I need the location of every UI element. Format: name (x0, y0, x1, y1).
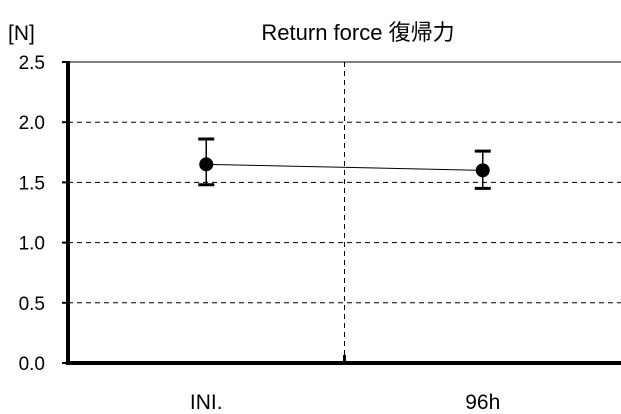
y-tick-label: 2.5 (19, 53, 45, 74)
data-point (475, 163, 490, 178)
x-category-label: 96h (465, 391, 500, 414)
data-point (199, 157, 214, 172)
series-line (206, 163, 483, 171)
chart-title: Return force 復帰力 (261, 20, 454, 45)
y-axis-unit-label: [N] (8, 22, 35, 45)
y-tick-label: 1.0 (19, 234, 45, 255)
y-tick-label: 0.0 (19, 354, 45, 375)
y-tick-label: 1.5 (19, 173, 45, 194)
plot-area: 0.0 0.5 1.0 1.5 2.0 2.5 INI. 96h (19, 53, 621, 414)
y-tick-label: 2.0 (19, 113, 45, 134)
x-category-label: INI. (190, 391, 223, 414)
y-tick-label: 0.5 (19, 294, 45, 315)
